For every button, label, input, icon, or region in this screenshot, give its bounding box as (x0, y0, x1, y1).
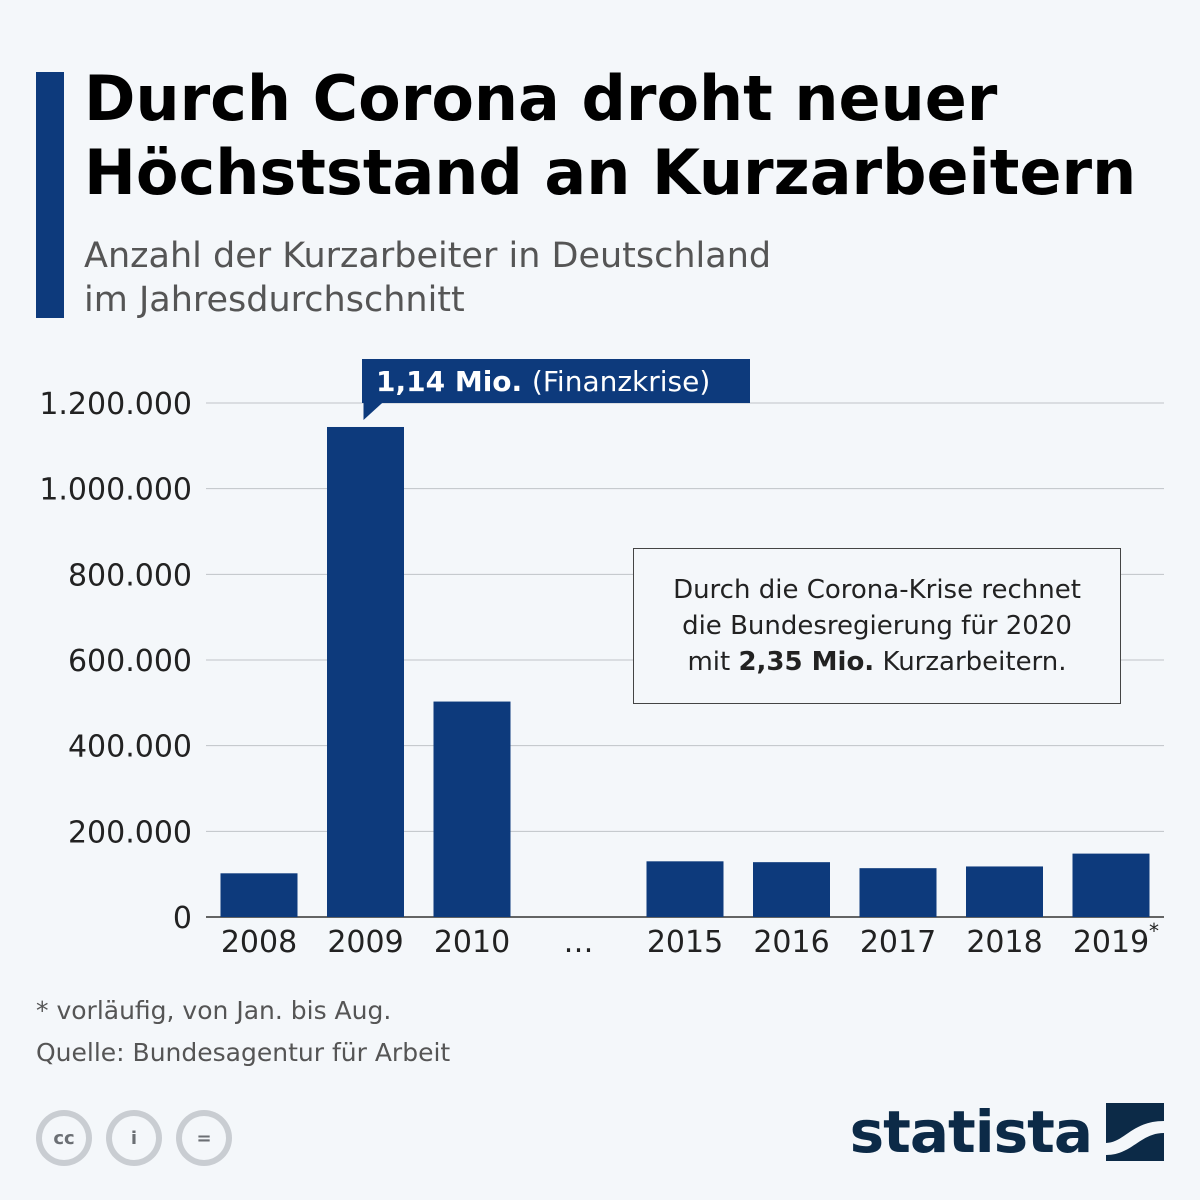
statista-logo[interactable]: statista (850, 1098, 1164, 1166)
bar (327, 426, 404, 917)
y-tick-label: 200.000 (68, 815, 192, 850)
cc-icon-label: cc (42, 1116, 86, 1160)
annotation-bold: 2,35 Mio. (738, 647, 875, 677)
callout-label: 1,14 Mio. (Finanzkrise) (376, 365, 710, 398)
brand-name: statista (849, 1098, 1093, 1166)
annotation-box: Durch die Corona-Krise rechnet die Bunde… (633, 548, 1121, 704)
x-tick-label: 2017 (860, 925, 936, 960)
footnote: * vorläufig, von Jan. bis Aug. (36, 996, 392, 1025)
x-tick-marker: * (1149, 919, 1159, 943)
no-derivatives-icon-label: = (182, 1116, 226, 1160)
statista-mark-icon (1106, 1103, 1164, 1161)
y-tick-label: 1.200.000 (39, 387, 192, 422)
annotation-line-1: Durch die Corona-Krise rechnet (673, 575, 1081, 605)
annotation-line-2: die Bundesregierung für 2020 (682, 611, 1072, 641)
chart-title: Durch Corona droht neuer Höchststand an … (84, 62, 1164, 210)
title-line-2: Höchststand an Kurzarbeitern (84, 136, 1137, 209)
bar (753, 862, 830, 917)
attribution-icon-label: i (112, 1116, 156, 1160)
x-tick-label: … (564, 925, 594, 960)
chart-subtitle: Anzahl der Kurzarbeiter in Deutschland i… (84, 234, 1084, 322)
x-tick-label: 2009 (327, 925, 403, 960)
license-icons: cc i = (36, 1110, 232, 1166)
bar-chart: 0 200.000 400.000 600.000 800.000 1.000.000 1.… (39, 359, 1164, 960)
callout-pointer (363, 400, 386, 420)
callout-box (362, 359, 750, 403)
callout-note: (Finanzkrise) (532, 365, 710, 398)
bar (646, 861, 724, 917)
bar (1072, 853, 1150, 917)
annotation-post: Kurzarbeitern. (882, 647, 1067, 677)
footer-notes: * vorläufig, von Jan. bis Aug. Quelle: B… (36, 990, 450, 1074)
x-tick-label: 2018 (966, 925, 1042, 960)
x-tick-label: 2015 (647, 925, 723, 960)
annotation-line-3: mit 2,35 Mio. Kurzarbeitern. (687, 644, 1066, 680)
y-tick-label: 800.000 (68, 558, 192, 593)
title-accent-bar (36, 72, 64, 318)
bar (433, 701, 511, 917)
y-tick-label: 0 (173, 901, 192, 936)
subtitle-line-1: Anzahl der Kurzarbeiter in Deutschland (84, 236, 772, 276)
x-tick-label: 2016 (753, 925, 829, 960)
bar (859, 868, 937, 917)
x-tick-label: 2019 (1073, 925, 1149, 960)
cc-icon[interactable]: cc (36, 1110, 92, 1166)
no-derivatives-icon[interactable]: = (176, 1110, 232, 1166)
callout-value: 1,14 Mio. (376, 365, 532, 398)
subtitle-line-2: im Jahresdurchschnitt (84, 280, 465, 320)
title-line-1: Durch Corona droht neuer (84, 62, 998, 135)
y-tick-label: 1.000.000 (39, 473, 192, 508)
bar (220, 873, 298, 917)
annotation-pre: mit (687, 647, 731, 677)
x-tick-label: 2010 (434, 925, 510, 960)
y-tick-label: 400.000 (68, 730, 192, 765)
x-tick-label: 2008 (221, 925, 297, 960)
attribution-icon[interactable]: i (106, 1110, 162, 1166)
bar (966, 866, 1043, 917)
source: Quelle: Bundesagentur für Arbeit (36, 1038, 451, 1067)
y-tick-label: 600.000 (68, 644, 192, 679)
